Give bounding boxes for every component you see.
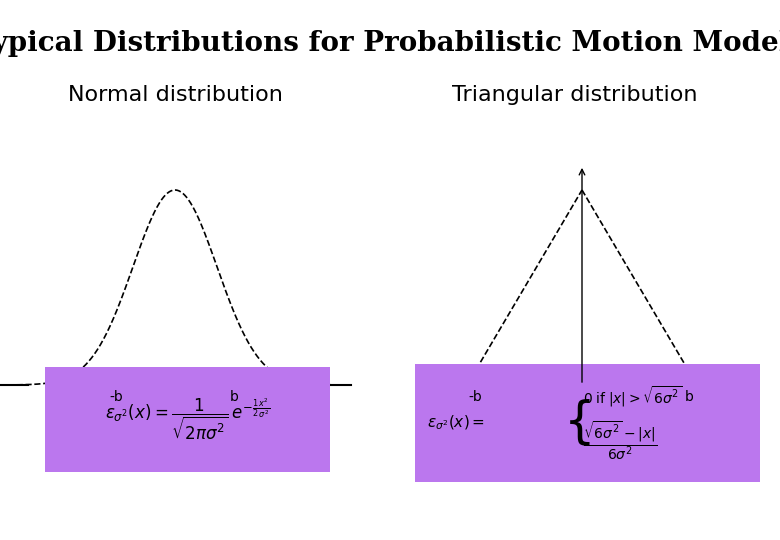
- Text: $\varepsilon_{\sigma^2}(x) = \dfrac{1}{\sqrt{2\pi\sigma^2}}\, e^{-\frac{1}{2}\fr: $\varepsilon_{\sigma^2}(x) = \dfrac{1}{\…: [105, 397, 270, 442]
- Text: Normal distribution: Normal distribution: [68, 85, 282, 105]
- Text: $\dfrac{\sqrt{6\sigma^2}-|x|}{6\sigma^2}$: $\dfrac{\sqrt{6\sigma^2}-|x|}{6\sigma^2}…: [583, 420, 658, 462]
- FancyBboxPatch shape: [45, 367, 330, 472]
- Text: Typical Distributions for Probabilistic Motion Models: Typical Distributions for Probabilistic …: [0, 30, 780, 57]
- Text: -b: -b: [468, 390, 482, 404]
- Text: Triangular distribution: Triangular distribution: [452, 85, 698, 105]
- Text: -b: -b: [109, 390, 123, 404]
- Text: $0\;\mathrm{if}\;|x|>\sqrt{6\sigma^2}$: $0\;\mathrm{if}\;|x|>\sqrt{6\sigma^2}$: [583, 384, 682, 409]
- FancyBboxPatch shape: [415, 364, 760, 482]
- Text: b: b: [229, 390, 238, 404]
- Text: b: b: [685, 390, 693, 404]
- Text: $\varepsilon_{\sigma^2}(x) = $: $\varepsilon_{\sigma^2}(x) = $: [427, 414, 485, 432]
- Text: $\left\{ \right.$: $\left\{ \right.$: [563, 397, 590, 448]
